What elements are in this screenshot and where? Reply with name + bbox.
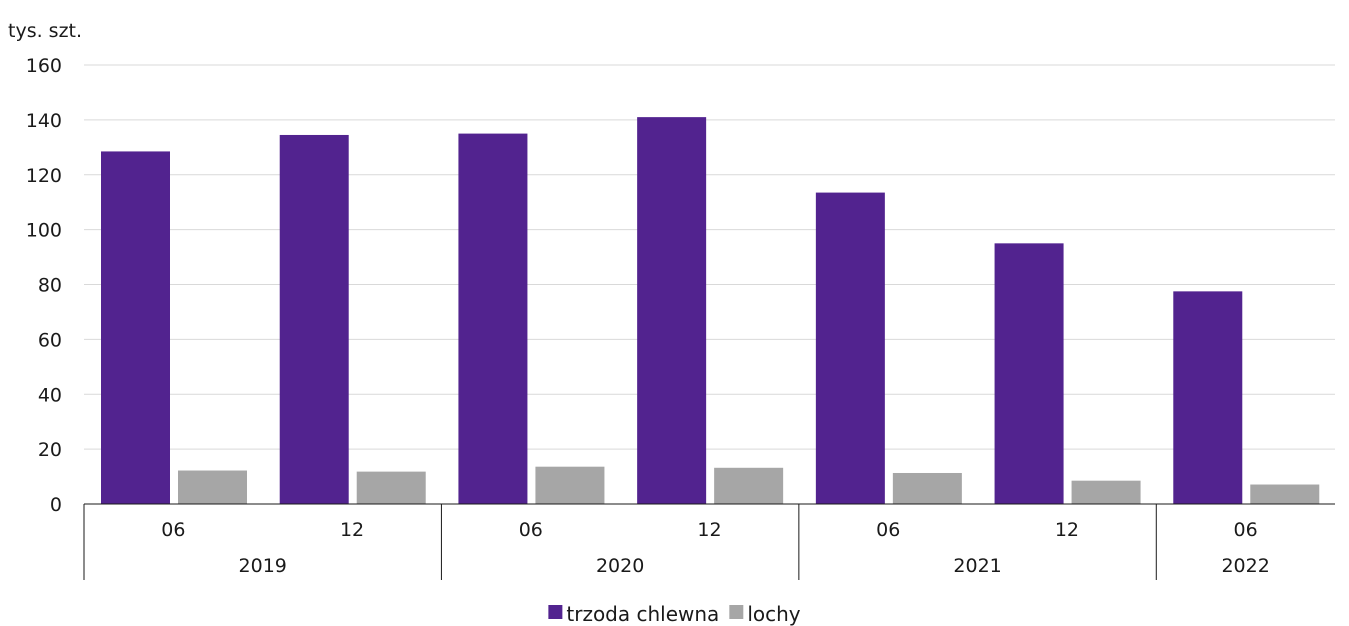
x-tick-label: 06 [876, 519, 900, 541]
legend-swatch [729, 605, 744, 619]
y-tick-label: 0 [50, 494, 62, 516]
bar-trzoda-chlewna [458, 133, 528, 504]
x-tick-label: 12 [697, 519, 721, 541]
x-group-label: 2020 [596, 555, 644, 577]
bar-trzoda-chlewna [637, 117, 707, 504]
bar-lochy [1071, 480, 1141, 504]
y-tick-label: 20 [38, 439, 62, 461]
legend-label: lochy [747, 602, 800, 626]
bar-lochy [535, 466, 605, 504]
bar-lochy [356, 471, 426, 504]
bar-lochy [178, 470, 247, 504]
y-tick-label: 120 [26, 165, 62, 187]
legend-swatch [548, 605, 563, 619]
y-tick-label: 80 [38, 275, 62, 297]
bar-lochy [714, 467, 784, 504]
y-tick-label: 140 [26, 110, 62, 132]
x-axis: 06 12 06 12 06 12 06 2019 2020 2021 2022 [83, 503, 1335, 580]
x-group-label: 2021 [953, 555, 1001, 577]
x-tick-label: 06 [519, 519, 543, 541]
x-tick-label: 06 [1234, 519, 1258, 541]
x-tick-label: 12 [340, 519, 364, 541]
bar-trzoda-chlewna [815, 192, 885, 504]
bar-lochy [892, 472, 962, 504]
legend: trzoda chlewna lochy [548, 602, 801, 626]
y-axis-tick-labels: 0 20 40 60 80 100 120 140 160 [26, 55, 62, 516]
gridlines [84, 64, 1335, 450]
x-group-label: 2019 [239, 555, 287, 577]
bars [101, 117, 1320, 504]
x-tick-label: 06 [161, 519, 185, 541]
bar-trzoda-chlewna [101, 151, 170, 504]
y-axis-unit-label: tys. szt. [8, 20, 82, 42]
bar-trzoda-chlewna [279, 134, 349, 504]
y-tick-label: 160 [26, 55, 62, 77]
legend-label: trzoda chlewna [566, 602, 719, 626]
x-tick-label: 12 [1055, 519, 1079, 541]
bar-trzoda-chlewna [1173, 291, 1243, 504]
y-tick-label: 40 [38, 384, 62, 406]
x-group-label: 2022 [1221, 555, 1269, 577]
bar-trzoda-chlewna [994, 243, 1064, 504]
y-tick-label: 60 [38, 329, 62, 351]
y-tick-label: 100 [26, 220, 62, 242]
bar-lochy [1250, 484, 1320, 504]
